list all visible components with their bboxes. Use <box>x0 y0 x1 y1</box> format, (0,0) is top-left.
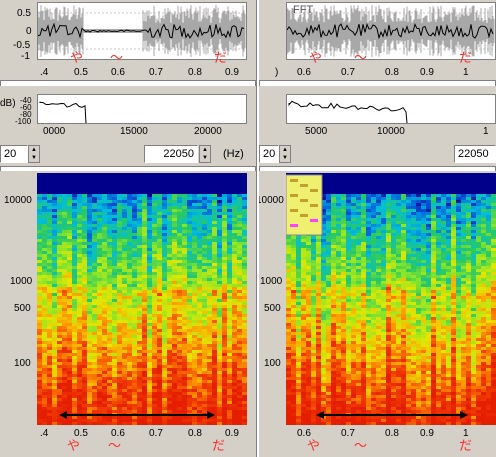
left-spec-ytick: -80 <box>20 110 32 119</box>
right-wave-xtick: 0.9 <box>420 67 434 78</box>
right-spectrum-trace <box>288 100 408 123</box>
right-analysis-panel: FFT や 〜 だ ) 0.6 0.7 0.8 0.9 1 5000 10000… <box>259 0 496 457</box>
right-spg-xtick: 0.9 <box>420 428 434 439</box>
right-spg-annotation-da: だ <box>459 439 473 454</box>
right-wave-xtick: ) <box>275 67 279 78</box>
left-analysis-panel: 0.5 0 -0.5 -1 や 〜 だ .4 0.5 0.6 0.7 0.8 0… <box>0 2 256 454</box>
right-spectrogram-image <box>286 173 496 425</box>
left-wave-annotation-wave: 〜 <box>110 51 124 66</box>
left-spg-xtick: 0.8 <box>188 428 202 439</box>
left-spec-ytick: dB) <box>0 98 16 109</box>
right-wave-annotation-wave: 〜 <box>354 51 368 66</box>
left-waveform-plot <box>37 2 247 60</box>
left-spectrum-trace <box>39 101 87 123</box>
left-wave-xtick: 0.9 <box>225 67 239 78</box>
left-wave-xtick: 0.5 <box>74 67 88 78</box>
right-wave-title: FFT <box>293 4 314 16</box>
right-spec-xtick: 10000 <box>377 126 405 137</box>
left-spec-xtick: 15000 <box>120 126 148 137</box>
left-waveform-trace <box>38 5 246 57</box>
right-wave-xtick: 1 <box>463 67 469 78</box>
right-wave-xtick: 0.7 <box>341 67 355 78</box>
right-spg-annotation-ya: や <box>307 439 321 454</box>
right-waveform-trace <box>287 5 495 57</box>
right-spectrogram-plot <box>286 173 496 425</box>
right-spg-xtick: 1 <box>463 428 469 439</box>
right-spg-ytick: 500 <box>264 303 281 314</box>
left-param-field[interactable]: 20 <box>0 145 28 163</box>
right-spectrum-plot <box>286 94 496 124</box>
left-spec-ytick: -60 <box>20 103 32 112</box>
right-splitter[interactable] <box>259 80 496 86</box>
right-spg-xtick: 0.7 <box>341 428 355 439</box>
right-spg-ytick: 10000 <box>259 195 284 206</box>
right-spg-ytick: 1000 <box>260 276 283 287</box>
left-splitter[interactable] <box>0 80 256 86</box>
spin-down-icon[interactable]: ▼ <box>282 155 288 161</box>
right-spg-xtick: 0.6 <box>297 428 311 439</box>
spin-down-icon[interactable]: ▼ <box>31 155 37 161</box>
left-spg-annotation-wave: 〜 <box>108 439 122 454</box>
left-spg-xtick: 0.5 <box>74 428 88 439</box>
left-wave-xtick: 0.6 <box>111 67 125 78</box>
left-wave-ytick: -1 <box>21 51 30 62</box>
left-spectrogram-plot <box>37 173 247 425</box>
left-spg-xtick: .4 <box>40 428 49 439</box>
left-param-spinner[interactable]: ▲ ▼ <box>28 145 40 163</box>
left-spg-ytick: 100 <box>14 358 31 369</box>
right-spec-xtick: 5000 <box>305 126 328 137</box>
right-waveform-plot <box>286 2 496 60</box>
left-wave-ytick: 0 <box>26 26 32 37</box>
left-wave-xtick: 0.7 <box>149 67 163 78</box>
spin-up-icon[interactable]: ▲ <box>202 147 208 153</box>
left-frequency-field[interactable]: 22050 <box>144 145 198 163</box>
right-spg-ytick: 100 <box>264 358 281 369</box>
right-splitter-2[interactable] <box>259 166 496 171</box>
left-spec-xtick: 0000 <box>43 126 66 137</box>
left-spectrogram-image <box>37 173 247 425</box>
left-splitter-2[interactable] <box>0 166 256 171</box>
right-param-field[interactable]: 20 <box>259 145 279 163</box>
right-spg-annotation-wave: 〜 <box>354 439 368 454</box>
left-spec-xtick: 20000 <box>194 126 222 137</box>
colorbar-legend <box>286 174 323 236</box>
spin-down-icon[interactable]: ▼ <box>202 155 208 161</box>
panel-separator[interactable] <box>256 0 259 457</box>
spin-up-icon[interactable]: ▲ <box>31 147 37 153</box>
left-spg-xtick: 0.7 <box>149 428 163 439</box>
left-wave-xtick: .4 <box>40 67 49 78</box>
right-wave-xtick: 0.6 <box>297 67 311 78</box>
left-frequency-spinner[interactable]: ▲ ▼ <box>199 145 211 163</box>
left-wave-annotation-ya: や <box>70 51 84 66</box>
left-spg-ytick: 10000 <box>4 195 32 206</box>
left-spg-annotation-ya: や <box>67 439 81 454</box>
left-spg-xtick: 0.9 <box>225 428 239 439</box>
left-spg-annotation-da: だ <box>212 439 226 454</box>
right-frequency-field[interactable]: 22050 <box>454 145 496 163</box>
right-wave-xtick: 0.8 <box>385 67 399 78</box>
right-spec-xtick: 1 <box>483 126 489 137</box>
left-spec-ytick: -100 <box>15 117 32 126</box>
left-spectrum-plot <box>37 94 247 124</box>
frequency-unit-label: (Hz) <box>223 148 244 160</box>
right-spg-xtick: 0.8 <box>385 428 399 439</box>
left-spg-xtick: 0.6 <box>111 428 125 439</box>
right-wave-annotation-ya: や <box>309 51 323 66</box>
left-spg-ytick: 1000 <box>10 276 33 287</box>
left-wave-annotation-da: だ <box>214 51 228 66</box>
left-wave-ytick: -0.5 <box>13 40 31 51</box>
left-spec-ytick: -40 <box>20 96 32 105</box>
right-wave-annotation-da: だ <box>459 51 473 66</box>
left-spg-ytick: 500 <box>14 303 31 314</box>
left-wave-ytick: 0.5 <box>17 8 31 19</box>
right-param-spinner[interactable]: ▲ ▼ <box>279 145 291 163</box>
left-wave-xtick: 0.8 <box>188 67 202 78</box>
spin-up-icon[interactable]: ▲ <box>282 147 288 153</box>
